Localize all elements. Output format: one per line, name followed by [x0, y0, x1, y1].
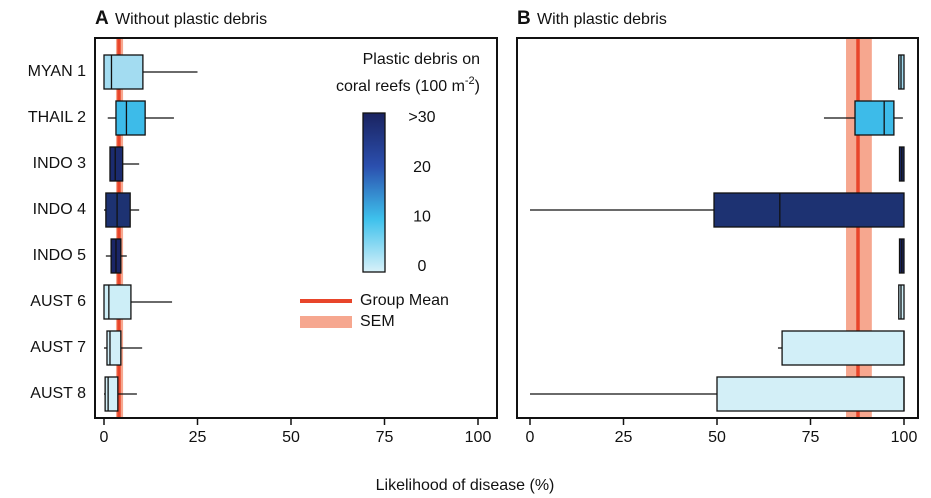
box — [106, 330, 122, 366]
panel-title: Without plastic debris — [115, 11, 267, 28]
x-tick-label: 100 — [891, 429, 918, 446]
category-label: THAIL 2 — [28, 109, 86, 126]
box — [103, 284, 132, 320]
colorbar-tick-label: 20 — [413, 159, 431, 176]
box — [781, 330, 905, 366]
category-label: INDO 5 — [33, 247, 86, 264]
x-tick-label: 0 — [100, 429, 109, 446]
x-tick-label: 25 — [615, 429, 633, 446]
x-tick-label: 0 — [526, 429, 535, 446]
colorbar-tick-label: >30 — [408, 109, 435, 126]
panel-label: B — [517, 8, 531, 29]
category-label: AUST 7 — [30, 339, 86, 356]
box — [713, 192, 905, 228]
box — [115, 100, 146, 136]
x-axis-label: Likelihood of disease (%) — [376, 477, 555, 494]
plot-frame — [94, 37, 498, 419]
panel-label: A — [95, 8, 109, 29]
legend-label: Group Mean — [360, 292, 449, 309]
category-label: AUST 6 — [30, 293, 86, 310]
colorbar-title-part: coral reefs (100 m — [336, 78, 465, 95]
colorbar-title-sup: -2 — [465, 75, 475, 87]
x-tick-label: 50 — [282, 429, 300, 446]
box — [716, 376, 905, 412]
category-label: MYAN 1 — [28, 63, 86, 80]
box — [105, 192, 131, 228]
box — [854, 100, 895, 136]
box — [103, 54, 144, 90]
category-label: INDO 4 — [33, 201, 86, 218]
x-tick-label: 100 — [465, 429, 492, 446]
colorbar — [362, 112, 386, 273]
category-label: AUST 8 — [30, 385, 86, 402]
legend-sem-swatch — [300, 316, 352, 328]
colorbar-title: coral reefs (100 m-2) — [336, 75, 480, 95]
legend-label: SEM — [360, 313, 395, 330]
colorbar-tick-label: 10 — [413, 209, 431, 226]
colorbar-tick-label: 0 — [418, 258, 427, 275]
x-tick-label: 75 — [802, 429, 820, 446]
x-tick-label: 25 — [189, 429, 207, 446]
panel-title: With plastic debris — [537, 11, 667, 28]
x-tick-label: 50 — [708, 429, 726, 446]
box — [109, 146, 124, 182]
colorbar-title: Plastic debris on — [363, 51, 480, 68]
category-label: INDO 3 — [33, 155, 86, 172]
x-tick-label: 75 — [376, 429, 394, 446]
colorbar-title-part: ) — [475, 78, 480, 95]
box — [104, 376, 119, 412]
